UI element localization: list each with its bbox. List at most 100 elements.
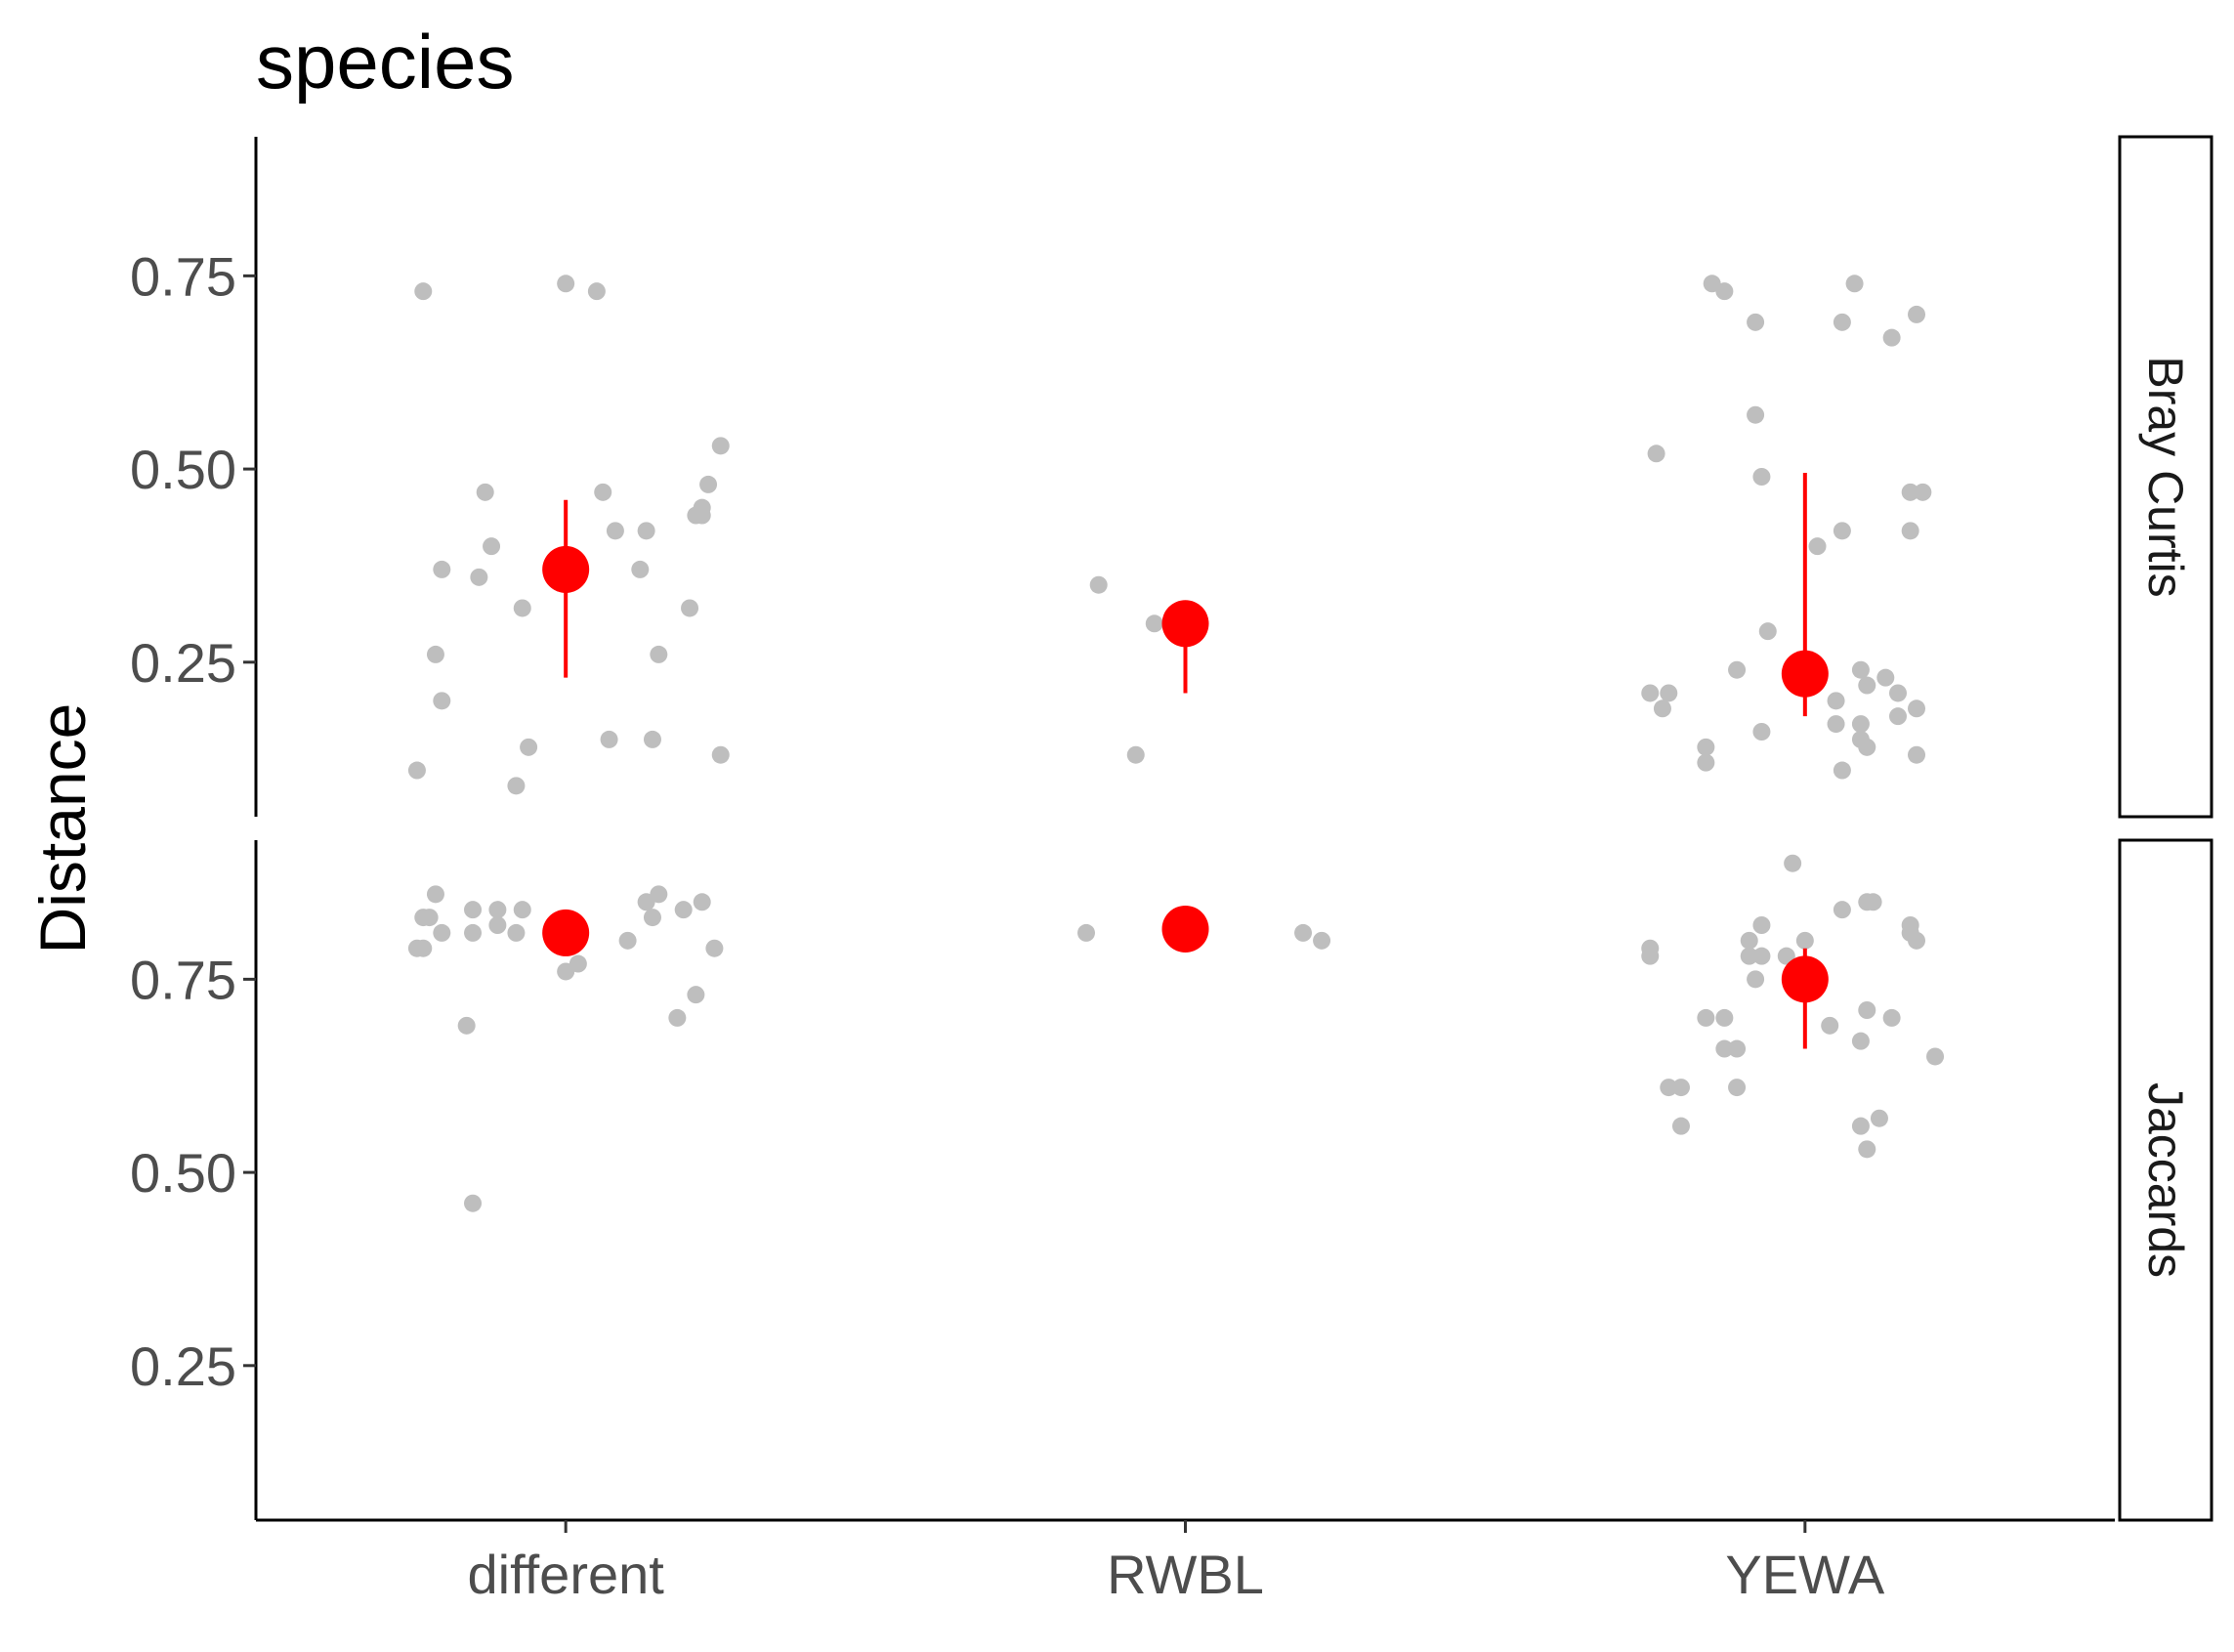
- data-point: [433, 692, 451, 710]
- data-point: [587, 282, 606, 301]
- data-point: [1294, 923, 1313, 942]
- data-point: [476, 483, 494, 501]
- data-point: [1888, 684, 1907, 702]
- x-axis: different RWBL YEWA: [256, 1518, 2115, 1605]
- data-point: [693, 498, 711, 517]
- data-point: [1858, 1140, 1876, 1159]
- data-point: [1808, 537, 1827, 556]
- data-point: [1715, 282, 1734, 301]
- data-point: [1747, 313, 1765, 331]
- data-point: [464, 923, 483, 942]
- data-point: [1777, 947, 1795, 965]
- data-point: [1728, 1039, 1747, 1058]
- data-point: [433, 923, 451, 942]
- data-point: [1870, 1109, 1888, 1127]
- facet-panel-2: 0.25 0.50 0.75 Jaccards: [130, 838, 2213, 1522]
- data-point: [1752, 916, 1771, 934]
- facet-panels: 0.25 0.50 0.75 Bray Curtis 0.25 0.50 0.75 Jacca…: [130, 135, 2213, 1522]
- y-tick-label: 0.75: [130, 245, 236, 307]
- data-point: [1660, 1079, 1678, 1097]
- data-point: [1145, 614, 1163, 633]
- data-point: [557, 275, 575, 293]
- data-point: [594, 483, 612, 501]
- data-point: [1864, 893, 1882, 911]
- data-point: [513, 901, 531, 919]
- data-point: [488, 916, 507, 934]
- data-point: [1833, 522, 1851, 540]
- data-point: [650, 885, 668, 904]
- data-point: [1908, 745, 1926, 764]
- data-point: [1647, 445, 1665, 463]
- data-point: [507, 777, 526, 795]
- data-point: [1313, 931, 1331, 950]
- data-point: [1926, 1047, 1945, 1066]
- facet-strip-label: Bray Curtis: [2138, 356, 2193, 597]
- data-point: [618, 931, 637, 950]
- data-point: [1858, 676, 1876, 695]
- data-point: [1901, 522, 1919, 540]
- y-tick-label: 0.50: [130, 439, 236, 500]
- data-point: [1795, 931, 1814, 950]
- data-point: [464, 1194, 483, 1212]
- data-point: [1901, 483, 1919, 501]
- y-tick-label: 0.25: [130, 1335, 236, 1397]
- facet-strip: [2118, 135, 2213, 819]
- data-point: [1728, 1079, 1747, 1097]
- x-tick-label: different: [467, 1544, 664, 1605]
- data-point: [513, 599, 531, 617]
- data-point: [681, 599, 699, 617]
- data-point: [470, 568, 488, 586]
- data-point: [569, 954, 587, 973]
- data-point: [705, 939, 724, 957]
- data-point: [1833, 901, 1851, 919]
- data-point: [1752, 723, 1771, 741]
- mean-point: [542, 545, 590, 593]
- data-point: [407, 761, 426, 780]
- data-point: [426, 645, 444, 663]
- data-point: [1660, 684, 1678, 702]
- data-point: [1845, 275, 1864, 293]
- facet-panel-1: 0.25 0.50 0.75 Bray Curtis: [130, 135, 2213, 819]
- data-point: [1851, 715, 1870, 734]
- data-point: [1876, 668, 1895, 687]
- data-point: [1653, 699, 1671, 718]
- data-point: [1752, 947, 1771, 965]
- data-point: [1833, 761, 1851, 780]
- data-point: [1747, 405, 1765, 424]
- data-point: [414, 939, 433, 957]
- data-point: [674, 901, 693, 919]
- data-point: [1728, 660, 1747, 679]
- data-point: [1784, 854, 1802, 872]
- data-point: [650, 645, 668, 663]
- y-axis-label: Distance: [26, 703, 99, 954]
- data-point: [1747, 970, 1765, 989]
- y-tick-label: 0.25: [130, 632, 236, 694]
- data-point: [711, 437, 730, 455]
- data-point: [1833, 313, 1851, 331]
- y-tick-label: 0.50: [130, 1142, 236, 1204]
- facet-strip-label: Jaccards: [2138, 1082, 2193, 1278]
- data-point: [1851, 1032, 1870, 1050]
- mean-point: [1781, 650, 1829, 698]
- data-point: [643, 909, 661, 927]
- data-point: [1882, 1008, 1901, 1027]
- data-point: [414, 282, 433, 301]
- data-point: [1908, 931, 1926, 950]
- data-point: [1914, 483, 1932, 501]
- data-point: [1697, 738, 1715, 756]
- data-point: [1821, 1016, 1839, 1035]
- data-point: [606, 522, 624, 540]
- data-point: [1077, 923, 1096, 942]
- data-point: [420, 909, 439, 927]
- data-point: [1758, 622, 1777, 641]
- data-point: [1715, 1039, 1734, 1058]
- data-point: [1697, 753, 1715, 772]
- mean-point: [542, 909, 590, 956]
- x-tick-label: YEWA: [1725, 1544, 1884, 1605]
- x-tick-label: RWBL: [1107, 1544, 1264, 1605]
- data-point: [637, 522, 655, 540]
- data-point: [1908, 305, 1926, 323]
- data-point: [1752, 468, 1771, 486]
- data-point: [693, 893, 711, 911]
